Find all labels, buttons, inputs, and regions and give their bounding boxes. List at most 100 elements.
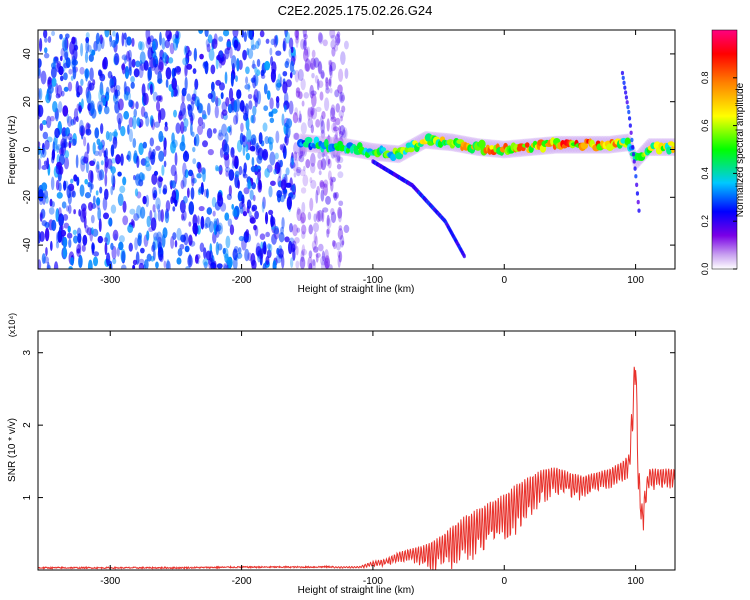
colorbar-tick-label: 0.4: [700, 167, 710, 180]
noise-speckle: [300, 248, 308, 256]
noise-speckle: [251, 137, 256, 152]
noise-speckle: [147, 36, 151, 45]
noise-speckle: [302, 174, 309, 187]
noise-speckle: [292, 159, 299, 172]
noise-speckle: [285, 118, 293, 129]
secondary-trace-cell: [620, 70, 625, 76]
noise-speckle: [206, 102, 211, 116]
noise-speckle: [116, 89, 121, 97]
noise-speckle: [341, 105, 346, 113]
noise-speckle: [123, 110, 130, 120]
noise-speckle: [260, 69, 265, 77]
noise-speckle: [147, 150, 153, 160]
noise-speckle: [160, 209, 164, 223]
noise-speckle: [336, 31, 341, 38]
noise-speckle: [219, 50, 224, 58]
noise-speckle: [338, 250, 343, 263]
noise-speckle: [265, 38, 270, 44]
noise-speckle: [79, 119, 84, 133]
x-tick-label: 0: [501, 576, 507, 587]
noise-speckle: [126, 50, 130, 62]
noise-speckle: [135, 101, 139, 110]
noise-speckle: [143, 259, 149, 269]
noise-speckle: [62, 247, 67, 258]
noise-speckle: [238, 235, 245, 242]
noise-speckle: [336, 150, 341, 164]
noise-speckle: [186, 63, 193, 70]
noise-speckle: [87, 201, 93, 211]
noise-speckle: [234, 170, 240, 178]
noise-speckle: [276, 82, 282, 88]
noise-speckle: [320, 129, 326, 139]
noise-speckle: [204, 30, 209, 38]
noise-speckle: [55, 241, 60, 249]
noise-speckle: [206, 127, 213, 139]
noise-speckle: [207, 148, 214, 156]
noise-speckle: [313, 57, 320, 68]
noise-speckle: [110, 204, 117, 214]
noise-speckle: [99, 70, 104, 79]
noise-speckle: [51, 149, 56, 161]
noise-speckle: [188, 221, 192, 227]
noise-speckle: [234, 174, 240, 189]
signal-track-cell: [345, 147, 351, 154]
secondary-trace-cell: [627, 116, 632, 121]
noise-speckle: [296, 166, 302, 174]
noise-speckle: [273, 35, 278, 48]
noise-speckle: [161, 37, 166, 50]
noise-speckle: [170, 90, 174, 98]
noise-speckle: [298, 155, 305, 163]
noise-speckle: [231, 203, 235, 210]
noise-speckle: [171, 132, 175, 145]
noise-speckle: [102, 212, 110, 220]
noise-speckle: [165, 78, 169, 88]
noise-speckle: [308, 224, 313, 235]
noise-speckle: [107, 218, 112, 226]
noise-speckle: [207, 34, 213, 44]
noise-speckle: [331, 240, 336, 247]
noise-speckle: [295, 90, 300, 98]
noise-speckle: [179, 109, 183, 117]
noise-speckle: [56, 191, 63, 199]
colorbar-tick-label: 0.6: [700, 119, 710, 132]
noise-speckle: [145, 194, 150, 208]
noise-speckle: [50, 240, 53, 252]
noise-speckle: [268, 185, 273, 198]
noise-speckle: [239, 100, 245, 112]
noise-speckle: [173, 109, 177, 118]
noise-speckle: [291, 157, 294, 166]
colorbar: 0.0 0.2 0.4 0.6 0.8 Normalized spectral ampl…: [700, 29, 746, 275]
noise-speckle: [68, 266, 73, 269]
x-tick-label: -200: [232, 576, 252, 587]
noise-speckle: [315, 210, 321, 223]
noise-speckle: [161, 233, 166, 248]
noise-speckle: [68, 68, 73, 75]
noise-speckle: [283, 104, 287, 113]
noise-speckle: [320, 255, 327, 266]
noise-speckle: [145, 37, 152, 49]
noise-speckle: [134, 237, 139, 251]
noise-speckle: [193, 47, 197, 62]
noise-speckle: [168, 57, 174, 64]
noise-speckle: [329, 176, 333, 187]
noise-speckle: [171, 139, 178, 149]
noise-speckle: [143, 111, 148, 119]
y-tick-label: 40: [22, 48, 33, 60]
signal-track-cell: [671, 142, 675, 147]
noise-speckle: [249, 215, 255, 224]
noise-speckle: [269, 141, 273, 151]
noise-speckle: [323, 179, 329, 188]
noise-speckle: [332, 126, 339, 132]
signal-track-cell: [666, 146, 673, 155]
noise-speckle: [38, 259, 42, 269]
noise-speckle: [198, 30, 204, 34]
noise-speckle: [39, 198, 44, 206]
noise-speckle: [51, 30, 56, 37]
noise-speckle: [132, 138, 137, 149]
noise-speckle: [308, 250, 313, 259]
noise-speckle: [192, 146, 196, 153]
noise-speckle: [96, 161, 100, 170]
noise-speckle: [206, 207, 213, 215]
noise-speckle: [274, 152, 279, 160]
noise-speckle: [325, 77, 329, 88]
